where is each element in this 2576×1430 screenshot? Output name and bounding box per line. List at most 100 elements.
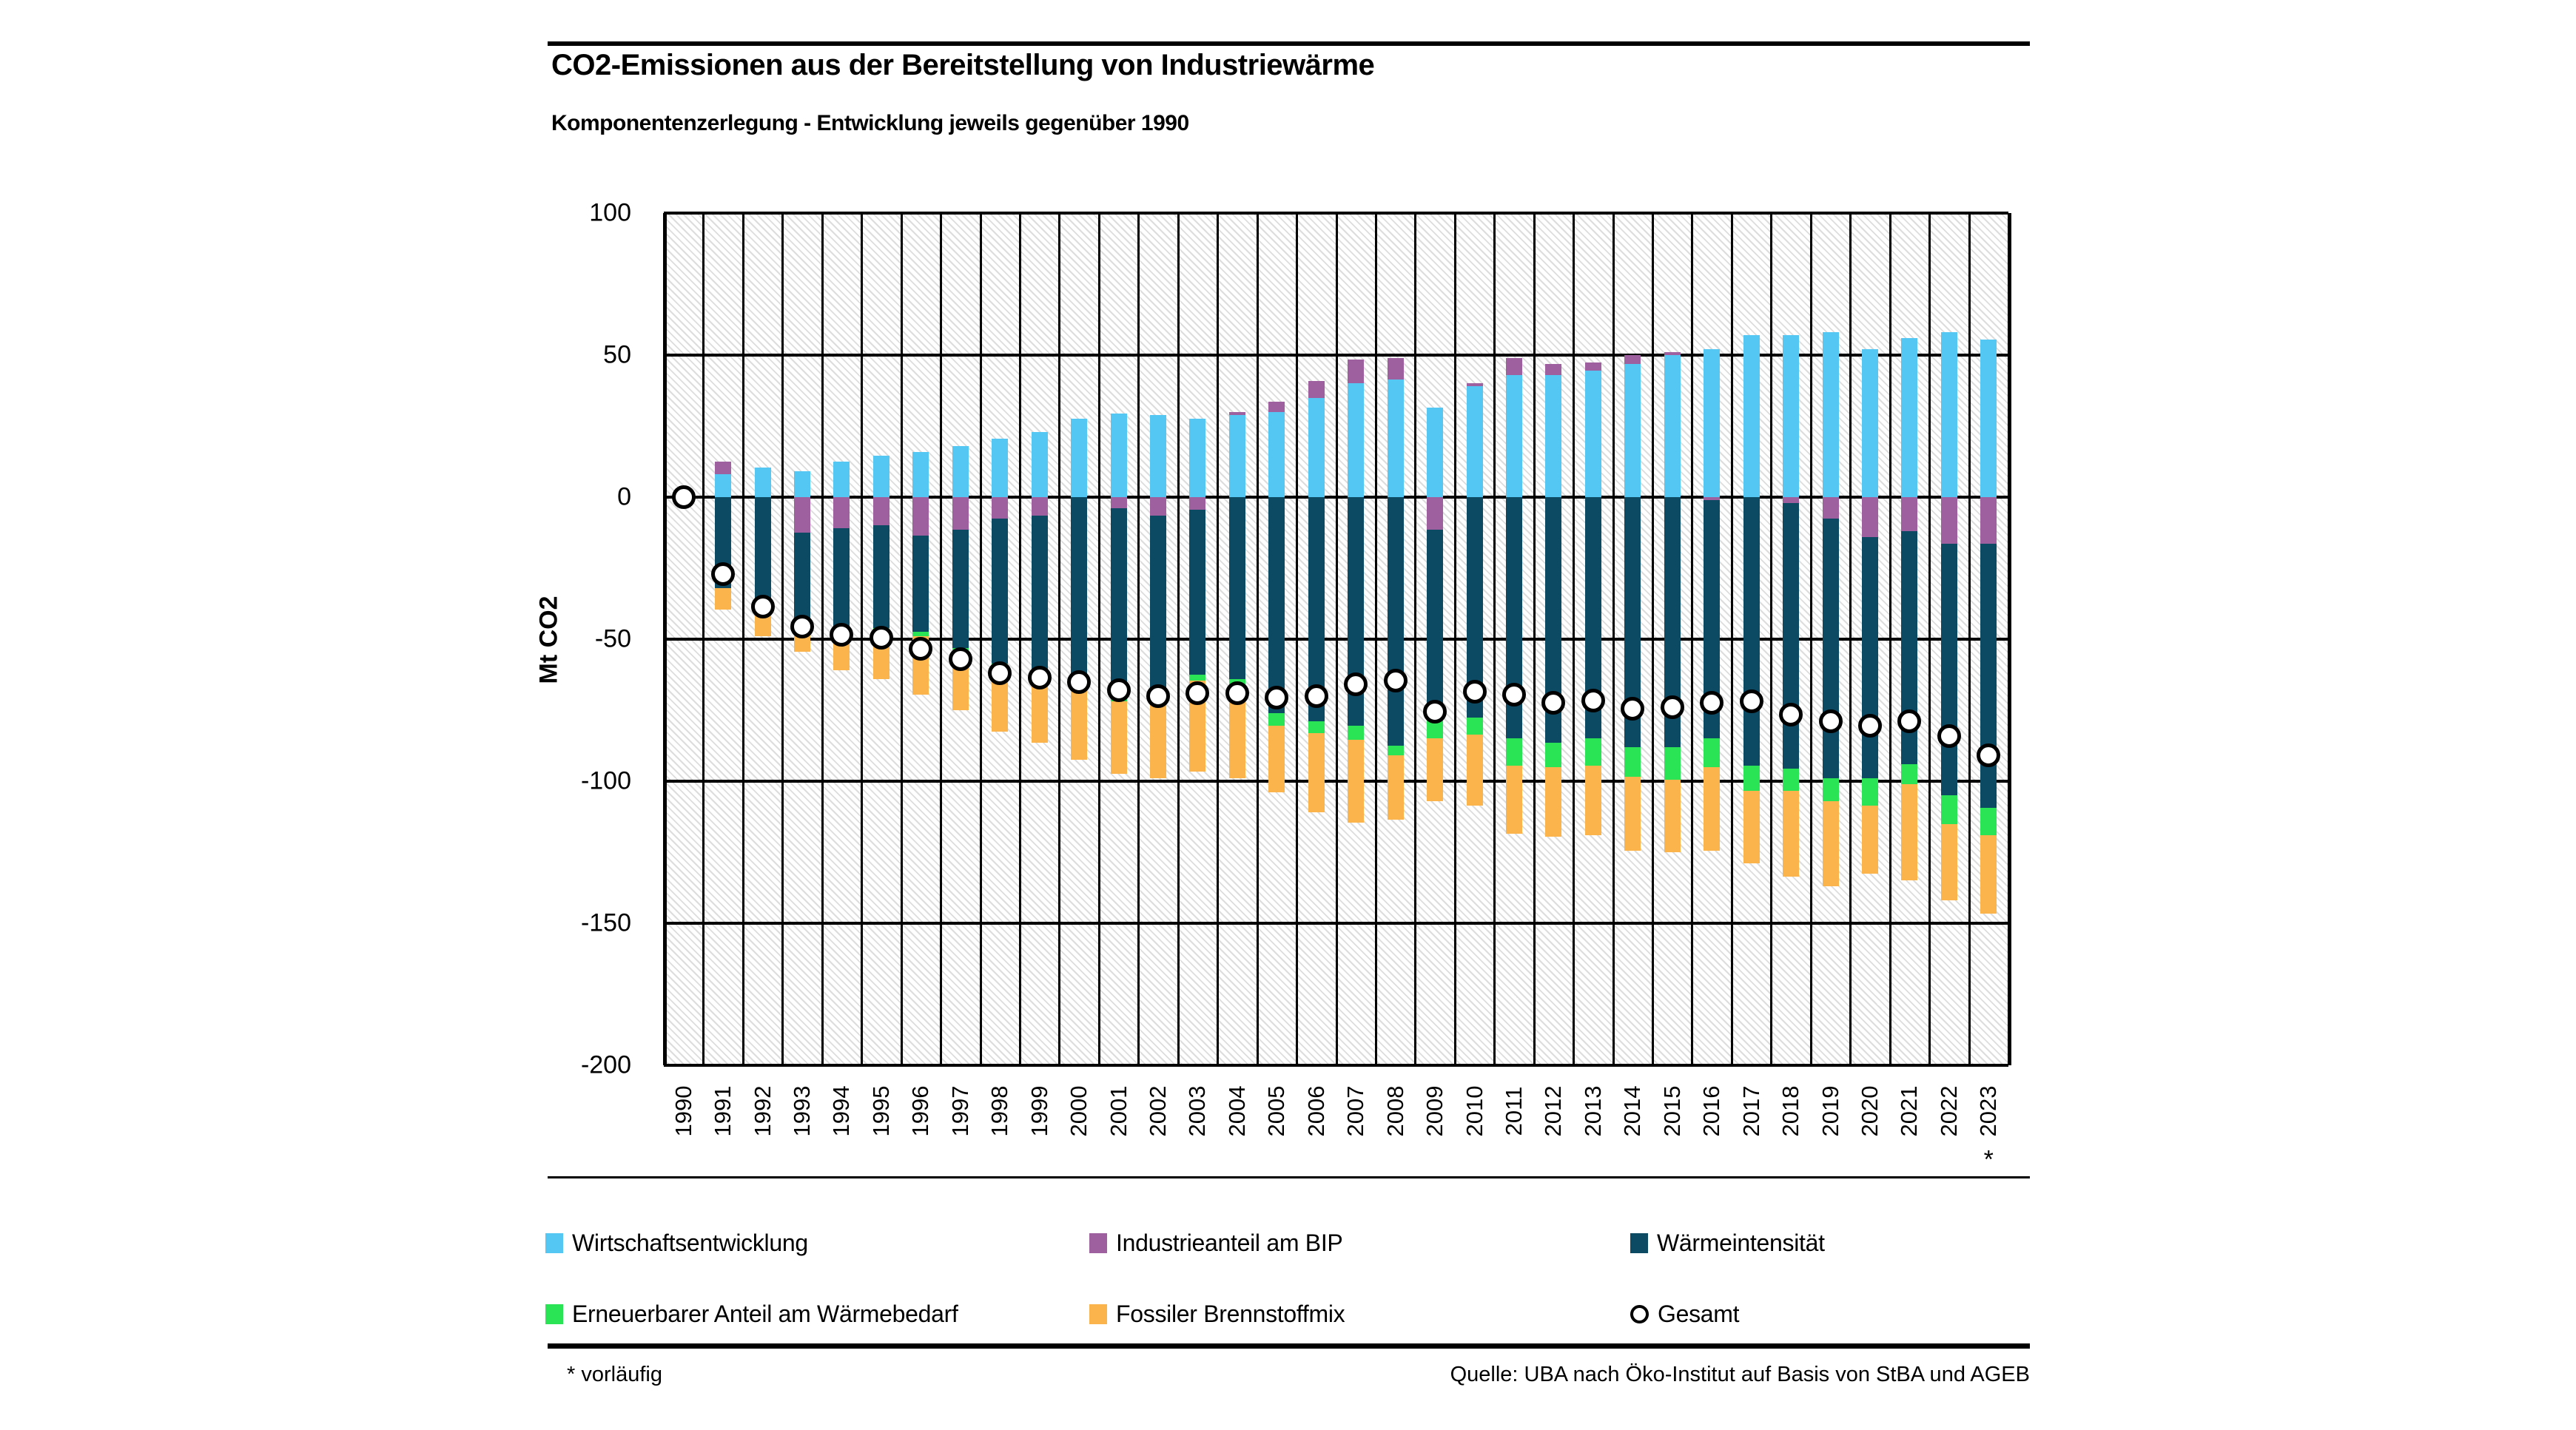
- bar-segment-Wärmeintensität-2019: [1822, 518, 1839, 779]
- bar-segment-Wirtschaftsentwicklung-2020: [1861, 349, 1878, 497]
- total-marker-1999: [1027, 665, 1052, 689]
- bar-segment-Erneuerbarer Anteil am Wärmebedarf-2019: [1822, 778, 1839, 801]
- bar-segment-Wärmeintensität-2009: [1427, 530, 1444, 721]
- bar-segment-Wärmeintensität-1996: [912, 535, 929, 633]
- bar-segment-Industrieanteil am BIP-2001: [1110, 497, 1127, 509]
- bar-segment-Wirtschaftsentwicklung-2004: [1228, 414, 1245, 497]
- bar-segment-Wirtschaftsentwicklung-1991: [715, 474, 732, 497]
- legend-label: Wirtschaftsentwicklung: [572, 1230, 808, 1256]
- total-marker-2020: [1857, 714, 1882, 738]
- bar-segment-Wärmeintensität-2003: [1189, 510, 1206, 675]
- gridline-x: [900, 213, 903, 1065]
- gridline-x: [861, 213, 864, 1065]
- bar-segment-Industrieanteil am BIP-1994: [833, 497, 850, 529]
- bar-segment-Erneuerbarer Anteil am Wärmebedarf-2009: [1427, 720, 1444, 739]
- total-marker-1995: [869, 626, 893, 650]
- bar-segment-Wärmeintensität-1997: [952, 530, 969, 648]
- legend-label: Industrieanteil am BIP: [1116, 1230, 1343, 1256]
- bar-segment-Industrieanteil am BIP-2018: [1783, 497, 1800, 503]
- bar-segment-Erneuerbarer Anteil am Wärmebedarf-2016: [1704, 738, 1721, 767]
- x-tick-label-2017: 2017: [1738, 1085, 1764, 1137]
- x-tick-label-1990: 1990: [670, 1085, 696, 1137]
- bar-segment-Wärmeintensität-2016: [1704, 499, 1721, 739]
- legend-item-Gesamt: Gesamt: [1630, 1301, 1740, 1328]
- legend-label: Gesamt: [1658, 1301, 1740, 1327]
- gridline-x: [1612, 213, 1615, 1065]
- bar-segment-Wirtschaftsentwicklung-1993: [794, 471, 811, 497]
- plot-area: [663, 212, 2011, 1067]
- total-marker-2015: [1660, 695, 1684, 720]
- bar-segment-Wirtschaftsentwicklung-2022: [1940, 332, 1957, 497]
- bar-segment-Industrieanteil am BIP-1999: [1031, 497, 1048, 516]
- bar-segment-Fossiler Brennstoffmix-2011: [1505, 765, 1522, 834]
- total-marker-2012: [1541, 691, 1566, 715]
- total-marker-2003: [1186, 681, 1210, 705]
- total-marker-2002: [1146, 684, 1170, 708]
- x-tick-label-2016: 2016: [1698, 1085, 1725, 1137]
- bar-segment-Fossiler Brennstoffmix-2023: [1980, 834, 1997, 914]
- bar-segment-Erneuerbarer Anteil am Wärmebedarf-2005: [1268, 712, 1285, 726]
- gridline-x: [1137, 213, 1140, 1065]
- x-tick-label-2002: 2002: [1145, 1085, 1171, 1137]
- bar-segment-Erneuerbarer Anteil am Wärmebedarf-2003: [1189, 675, 1206, 681]
- bar-segment-Fossiler Brennstoffmix-2021: [1901, 783, 1918, 881]
- bar-segment-Wärmeintensität-2022: [1940, 544, 1957, 796]
- gridline-x: [1730, 213, 1733, 1065]
- bar-segment-Fossiler Brennstoffmix-1992: [754, 613, 771, 637]
- bar-segment-Fossiler Brennstoffmix-2006: [1308, 732, 1325, 813]
- bar-segment-Fossiler Brennstoffmix-2019: [1822, 800, 1839, 887]
- bar-segment-Industrieanteil am BIP-2013: [1584, 362, 1601, 371]
- bar-segment-Wärmeintensität-2007: [1348, 497, 1365, 726]
- bar-segment-Wirtschaftsentwicklung-2015: [1664, 355, 1681, 497]
- legend-swatch-icon: [1630, 1233, 1648, 1253]
- gridline-x: [1453, 213, 1456, 1065]
- gridline-x: [1533, 213, 1536, 1065]
- x-tick-label-1994: 1994: [828, 1085, 855, 1137]
- total-marker-2019: [1818, 709, 1843, 734]
- legend-item-Fossiler Brennstoffmix: Fossiler Brennstoffmix: [1089, 1301, 1345, 1328]
- bar-segment-Erneuerbarer Anteil am Wärmebedarf-2020: [1861, 778, 1878, 806]
- bar-segment-Industrieanteil am BIP-1991: [715, 462, 732, 475]
- bar-segment-Erneuerbarer Anteil am Wärmebedarf-2012: [1545, 743, 1562, 767]
- gridline-x: [1256, 213, 1259, 1065]
- y-tick-label--50: -50: [594, 624, 631, 653]
- bar-segment-Wärmeintensität-1999: [1031, 515, 1048, 674]
- gridline-x: [1058, 213, 1061, 1065]
- bar-segment-Industrieanteil am BIP-2010: [1466, 383, 1483, 387]
- footnote: * vorläufig: [567, 1363, 662, 1386]
- bar-segment-Fossiler Brennstoffmix-1999: [1031, 675, 1048, 743]
- bar-segment-Wärmeintensität-2015: [1664, 497, 1681, 747]
- x-tick-label-2001: 2001: [1105, 1085, 1131, 1137]
- x-tick-label-2000: 2000: [1066, 1085, 1092, 1137]
- bar-segment-Wirtschaftsentwicklung-2011: [1505, 374, 1522, 497]
- bar-segment-Wirtschaftsentwicklung-2001: [1110, 413, 1127, 497]
- bar-segment-Wirtschaftsentwicklung-1997: [952, 445, 969, 497]
- bar-segment-Wärmeintensität-1998: [992, 518, 1009, 664]
- total-marker-2013: [1581, 688, 1605, 712]
- x-tick-label-2022: 2022: [1935, 1085, 1962, 1137]
- total-marker-1993: [790, 614, 815, 638]
- bar-segment-Industrieanteil am BIP-2023: [1980, 497, 1997, 544]
- x-tick-label-1992: 1992: [749, 1085, 776, 1137]
- legend-separator-rule: [548, 1176, 2030, 1178]
- bar-segment-Wärmeintensität-2017: [1743, 497, 1760, 766]
- total-marker-1990: [671, 485, 696, 509]
- x-tick-label-1996: 1996: [907, 1085, 934, 1137]
- bar-segment-Wirtschaftsentwicklung-2021: [1901, 337, 1918, 497]
- bar-segment-Wirtschaftsentwicklung-2007: [1348, 383, 1365, 497]
- gridline-x: [1889, 213, 1891, 1065]
- bar-segment-Fossiler Brennstoffmix-2002: [1150, 704, 1166, 779]
- bar-segment-Wärmeintensität-2008: [1387, 497, 1404, 746]
- bar-segment-Industrieanteil am BIP-2015: [1664, 352, 1681, 355]
- legend-circle-marker-icon: [1630, 1305, 1649, 1323]
- x-tick-label-1991: 1991: [710, 1085, 736, 1137]
- legend-label: Wärmeintensität: [1657, 1230, 1825, 1256]
- y-tick-label-50: 50: [603, 340, 631, 369]
- bar-segment-Fossiler Brennstoffmix-2018: [1783, 791, 1800, 877]
- bar-segment-Wärmeintensität-2006: [1308, 497, 1325, 722]
- total-marker-2010: [1462, 680, 1487, 704]
- x-tick-label-2020: 2020: [1856, 1085, 1883, 1137]
- gridline-y--200: [664, 1064, 2008, 1067]
- bar-segment-Wärmeintensität-2005: [1268, 497, 1285, 713]
- bar-segment-Fossiler Brennstoffmix-1991: [715, 587, 732, 610]
